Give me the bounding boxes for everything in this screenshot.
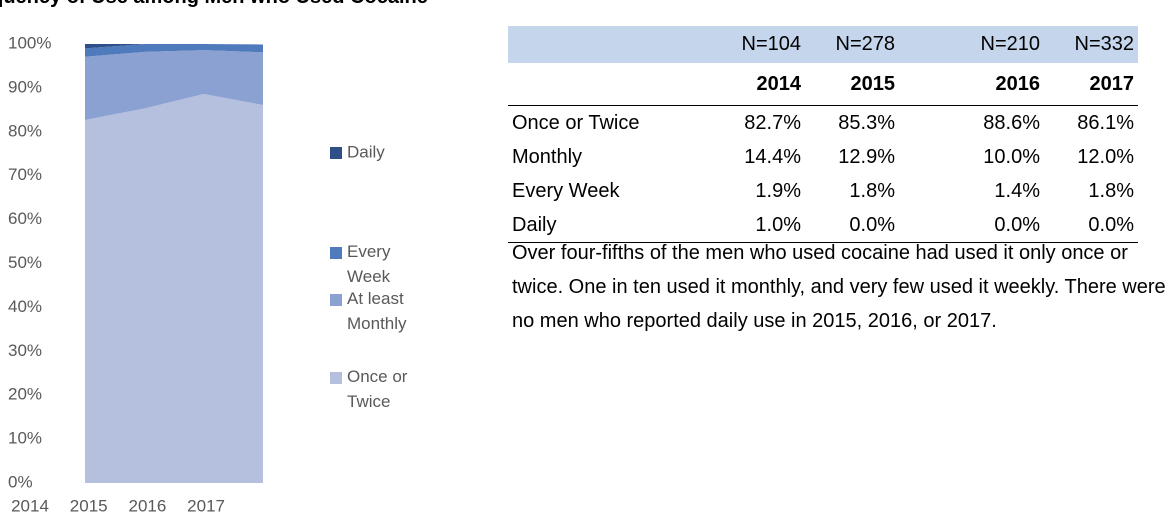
table-cell: Once or Twice [512,111,640,134]
table-row: 2014 2015 2016 2017 [508,63,1138,106]
table-cell: Monthly [512,145,583,168]
table-row: Every Week 1.9% 1.8% 1.4% 1.8% [508,174,1138,208]
table-cell: 12.0% [1077,145,1134,168]
table-cell: 2017 [1044,63,1138,106]
y-tick-label: 100% [8,33,51,52]
table-cell: 0.0% [1044,208,1138,243]
table-cell [508,63,711,106]
table-row: Daily 1.0% 0.0% 0.0% 0.0% [508,208,1138,243]
chart: 0% 10% 20% 30% 40% 50% 60% 70% 80% 90% 100% 2014 201… [8,33,408,515]
legend-label: Once or Twice [347,367,408,411]
legend-swatch [330,247,342,259]
area [85,44,263,49]
table-row: Monthly 14.4% 12.9% 10.0% 12.0% [508,140,1138,174]
x-tick-label: 2016 [128,496,166,515]
table-cell: 85.3% [838,111,895,134]
table-cell: 2014 [711,63,805,106]
table-row: Once or Twice 82.7% 85.3% 88.6% 86.1% [508,106,1138,141]
table-cell: 0.0% [805,208,899,243]
legend-swatch [330,372,342,384]
paragraph: Over four-fifths of the men who used coc… [512,242,1166,332]
x-tick-label: 2015 [70,496,108,515]
table-cell: Daily [508,208,711,243]
x-tick-label: 2017 [187,496,225,515]
table-cell: 88.6% [983,111,1040,134]
y-tick-label: 70% [8,165,42,184]
area [85,50,263,120]
table-cell: 14.4% [744,145,801,168]
table-cell: 86.1% [1077,111,1134,134]
y-tick-label: 20% [8,385,42,404]
table-cell: 82.7% [744,111,801,134]
table-cell: 1.8% [849,179,895,202]
table-row: N=104 N=278 N=210 N=332 [508,26,1138,63]
legend-label: Every Week [347,242,391,286]
table-cell: 2016 [899,63,1044,106]
area [85,94,263,484]
y-tick-label: 0% [8,472,33,491]
area [85,44,263,57]
y-tick-label: 10% [8,429,42,448]
table-cell: 10.0% [983,145,1040,168]
table-cell: Every Week [512,179,620,202]
table-cell [508,26,711,63]
table-cell: 1.0% [711,208,805,243]
legend-label: Daily [347,142,385,161]
table-cell: N=278 [805,26,899,63]
figure-title: Frequency of Use among Men who Used Coca… [0,0,428,9]
table-cell: 1.9% [755,179,801,202]
y-tick-label: 50% [8,253,42,272]
y-tick-label: 90% [8,77,42,96]
legend-label: At least Monthly [347,289,407,333]
y-tick-label: 40% [8,297,42,316]
table-cell: N=104 [711,26,805,63]
legend-swatch [330,294,342,306]
table-cell: 1.8% [1088,179,1134,202]
y-tick-label: 30% [8,341,42,360]
table-cell: 1.4% [994,179,1040,202]
table-cell: 12.9% [838,145,895,168]
table-cell: 2015 [805,63,899,106]
table-cell: N=210 [899,26,1044,63]
table-cell: N=332 [1044,26,1138,63]
x-tick-label: 2014 [11,496,49,515]
legend-swatch [330,147,342,159]
y-tick-label: 60% [8,209,42,228]
table-cell: 0.0% [899,208,1044,243]
data-table: N=104 N=278 N=210 N=332 2014 2015 2016 2017 Once… [508,26,1138,243]
y-tick-label: 80% [8,121,42,140]
